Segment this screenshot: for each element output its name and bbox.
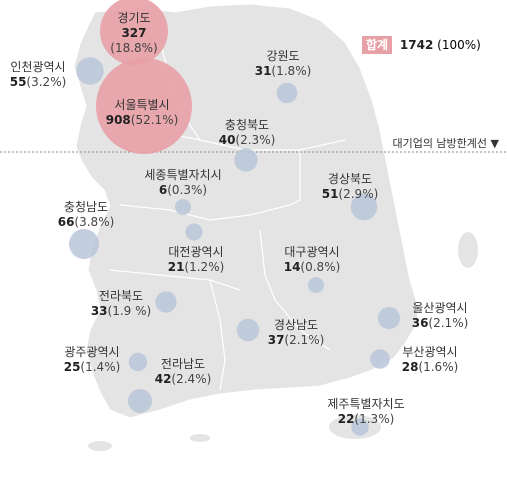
bubble-gyeongbuk <box>350 193 378 221</box>
island-shape <box>88 441 112 451</box>
bubble-ulsan <box>377 306 401 330</box>
label-jeonnam: 전라남도 42(2.4%) <box>154 357 212 386</box>
label-gwangju: 광주광역시 25(1.4%) <box>63 345 121 374</box>
bubble-jeonnam <box>128 389 152 413</box>
bubble-gangwon <box>276 82 298 104</box>
bubble-daegu <box>308 277 324 293</box>
label-daejeon: 대전광역시 21(1.2%) <box>167 245 225 274</box>
bubble-jeju <box>351 418 369 436</box>
label-jeonbuk: 전라북도 33(1.9 %) <box>90 289 152 318</box>
label-gyeongnam: 경상남도 37(2.1%) <box>267 318 325 347</box>
bubble-chungbuk <box>234 148 258 172</box>
total-pct: (100%) <box>437 38 481 52</box>
total-legend: 합계 1742 (100%) <box>362 36 481 54</box>
label-seoul: 서울특별시 908(52.1%) <box>105 98 179 127</box>
label-incheon: 인천광역시 55(3.2%) <box>9 60 67 89</box>
label-gyeongbuk: 경상북도 51(2.9%) <box>321 172 379 201</box>
label-chungbuk: 충청북도 40(2.3%) <box>218 118 276 147</box>
label-ulsan: 울산광역시 36(2.1%) <box>411 301 469 330</box>
label-busan: 부산광역시 28(1.6%) <box>401 345 459 374</box>
bubbles-layer <box>68 0 401 436</box>
label-chungnam: 충청남도 66(3.8%) <box>57 200 115 229</box>
bubble-incheon <box>76 57 104 85</box>
bubble-seoul <box>96 58 192 154</box>
divider-label: 대기업의 남방한계선 ▼ <box>392 137 499 150</box>
bubble-gyeonggi <box>100 0 168 65</box>
bubble-daejeon <box>185 223 203 241</box>
bubble-sejong <box>175 199 191 215</box>
label-daegu: 대구광역시 14(0.8%) <box>283 245 341 274</box>
label-gangwon: 강원도 31(1.8%) <box>254 49 312 78</box>
bubble-busan <box>370 349 390 369</box>
total-tag: 합계 <box>362 36 393 54</box>
island-shape <box>190 434 210 442</box>
bubble-jeonbuk <box>155 291 177 313</box>
label-sejong: 세종특별자치시 6(0.3%) <box>144 168 222 197</box>
bubble-chungnam <box>68 228 100 260</box>
label-jeju: 제주특별자치도 22(1.3%) <box>327 397 405 426</box>
island-shape <box>458 232 478 268</box>
bubble-gyeongnam <box>236 318 260 342</box>
bubble-gwangju <box>128 352 148 372</box>
total-value: 1742 <box>399 38 434 52</box>
label-gyeonggi: 경기도 327 (18.8%) <box>110 11 158 55</box>
